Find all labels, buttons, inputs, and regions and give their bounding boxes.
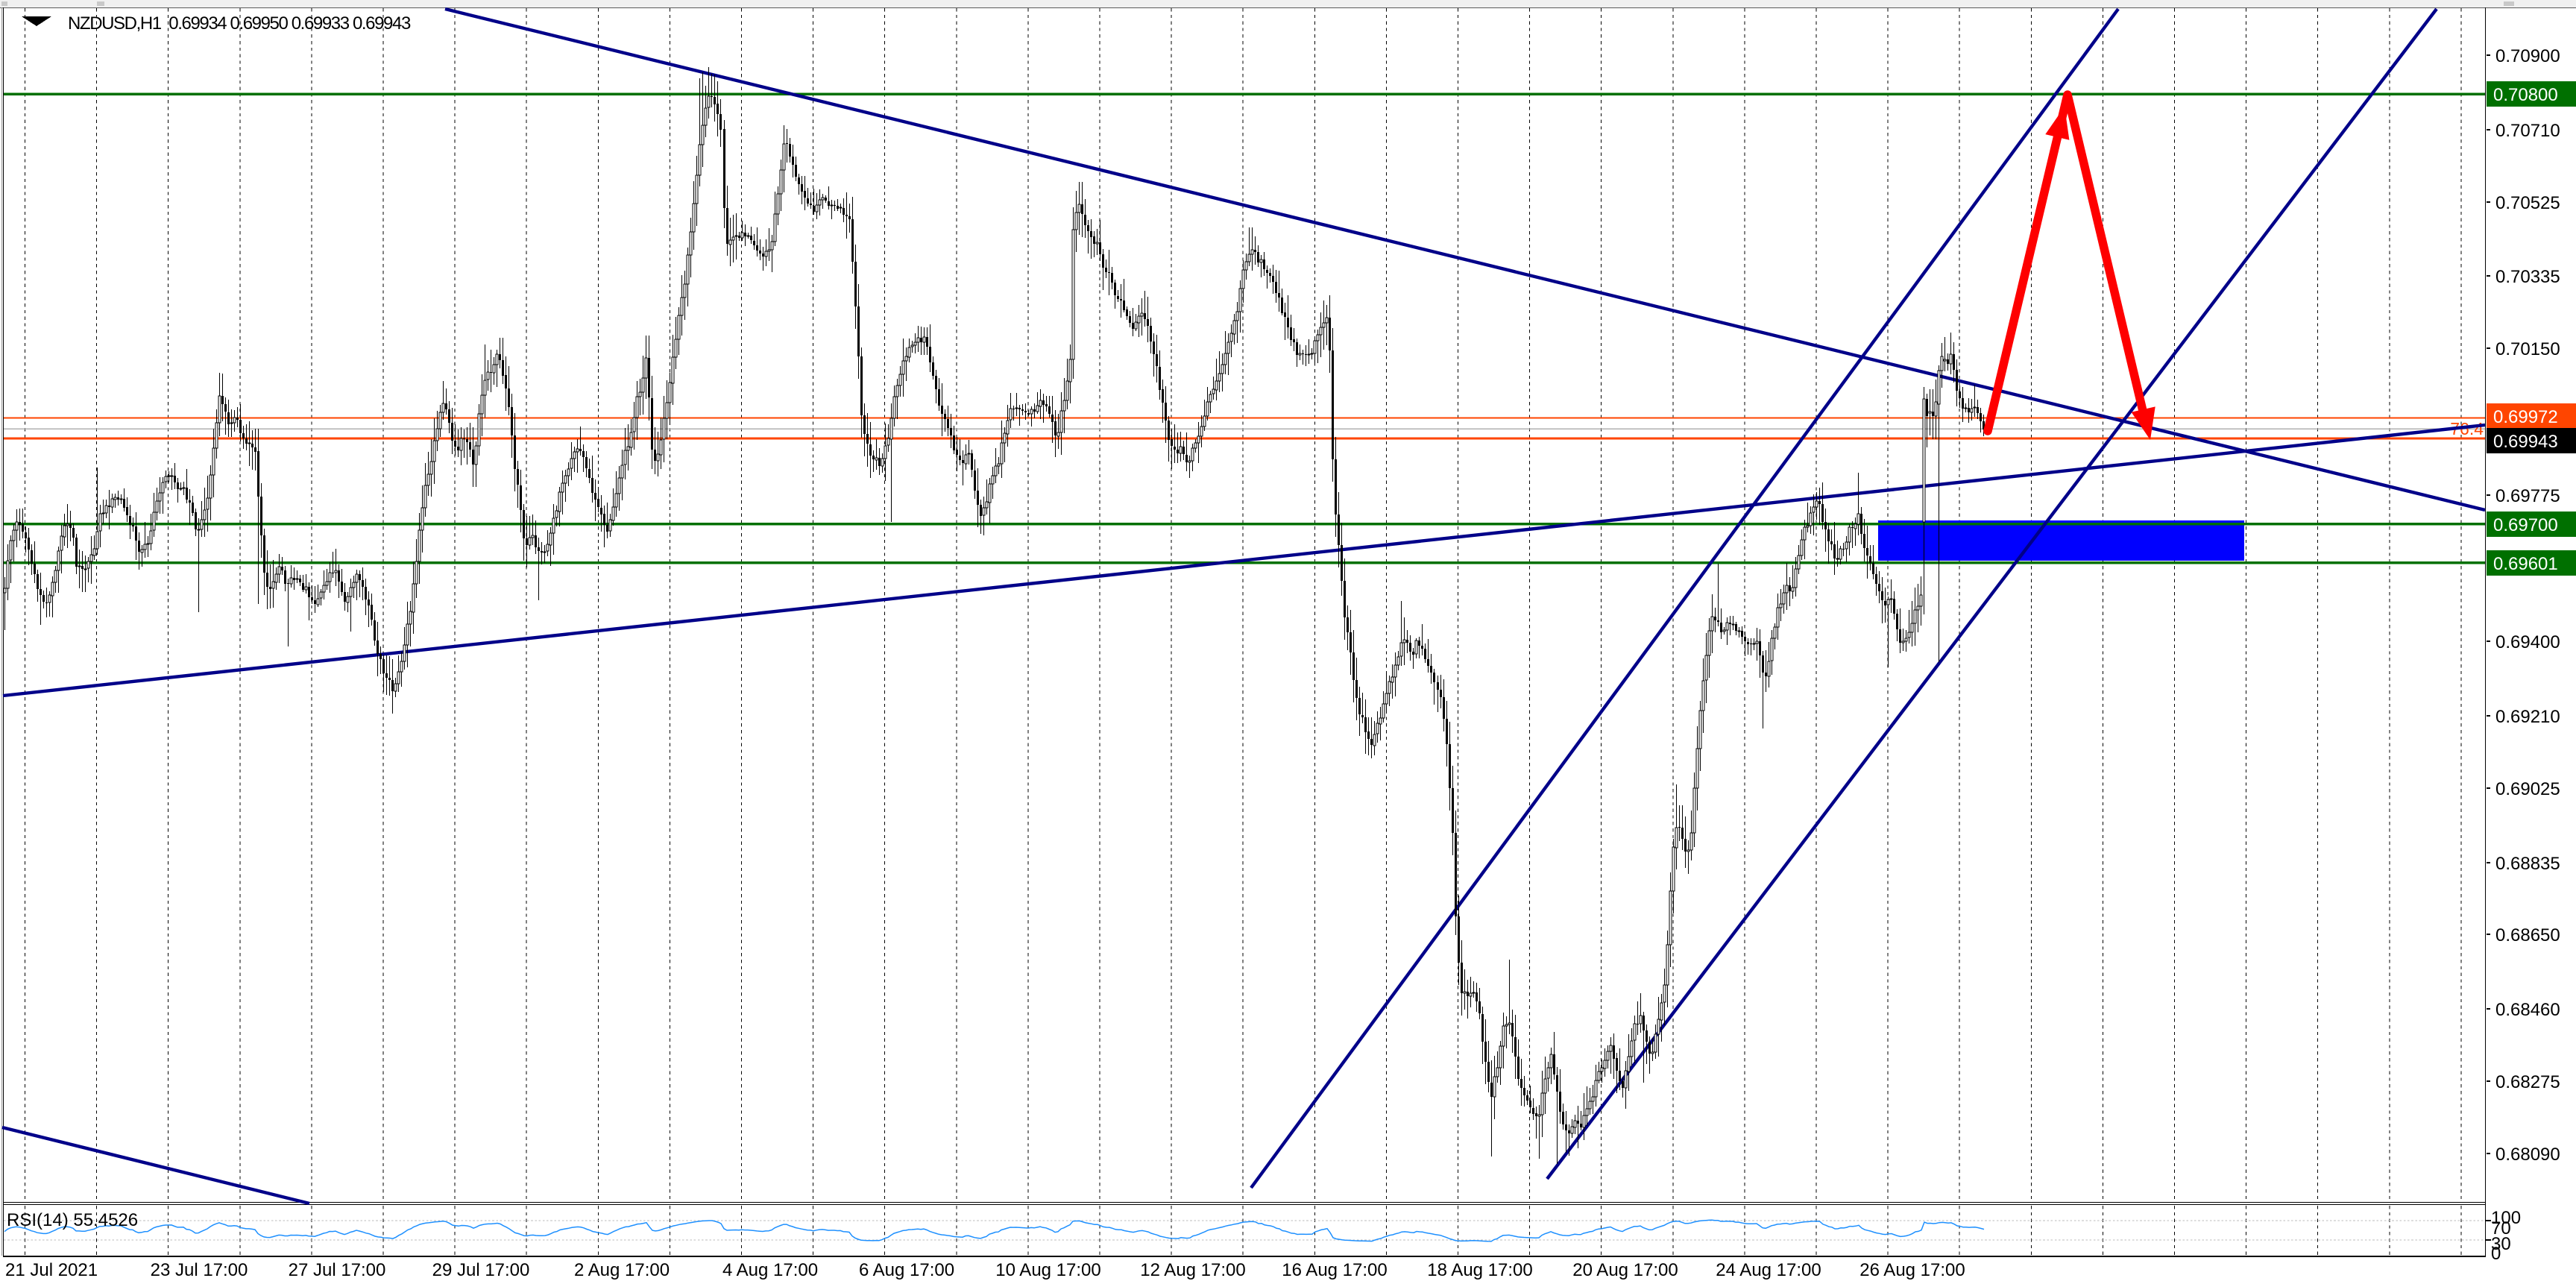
svg-text:0.70900: 0.70900 — [2495, 46, 2560, 66]
svg-text:23 Jul 17:00: 23 Jul 17:00 — [151, 1260, 248, 1280]
svg-text:18 Aug 17:00: 18 Aug 17:00 — [1427, 1260, 1532, 1280]
svg-text:29 Jul 17:00: 29 Jul 17:00 — [432, 1260, 530, 1280]
svg-text:0.69400: 0.69400 — [2495, 632, 2560, 652]
svg-text:100: 100 — [2491, 1208, 2521, 1228]
svg-text:0.69025: 0.69025 — [2495, 779, 2560, 799]
svg-text:21 Jul 2021: 21 Jul 2021 — [5, 1260, 98, 1280]
svg-text:0.69972: 0.69972 — [2493, 407, 2558, 427]
svg-text:24 Aug 17:00: 24 Aug 17:00 — [1716, 1260, 1821, 1280]
svg-text:0.69210: 0.69210 — [2495, 707, 2560, 727]
svg-text:2 Aug 17:00: 2 Aug 17:00 — [574, 1260, 670, 1280]
svg-text:0.70525: 0.70525 — [2495, 193, 2560, 213]
svg-text:RSI(14) 55.4526: RSI(14) 55.4526 — [7, 1210, 138, 1230]
svg-text:0.70800: 0.70800 — [2493, 85, 2558, 105]
svg-text:0.68650: 0.68650 — [2495, 925, 2560, 945]
svg-text:0.69775: 0.69775 — [2495, 486, 2560, 506]
svg-text:0: 0 — [2491, 1244, 2501, 1264]
svg-text:70: 70 — [2491, 1218, 2511, 1238]
svg-text:20 Aug 17:00: 20 Aug 17:00 — [1572, 1260, 1678, 1280]
svg-text:0.68090: 0.68090 — [2495, 1145, 2560, 1165]
svg-text:0.68460: 0.68460 — [2495, 1000, 2560, 1020]
svg-text:6 Aug 17:00: 6 Aug 17:00 — [859, 1260, 954, 1280]
svg-text:26 Aug 17:00: 26 Aug 17:00 — [1859, 1260, 1965, 1280]
svg-text:0.69943: 0.69943 — [2493, 432, 2558, 452]
svg-text:0.69700: 0.69700 — [2493, 515, 2558, 535]
svg-text:0.70710: 0.70710 — [2495, 121, 2560, 141]
svg-text:4 Aug 17:00: 4 Aug 17:00 — [722, 1260, 818, 1280]
svg-text:12 Aug 17:00: 12 Aug 17:00 — [1140, 1260, 1245, 1280]
svg-text:0.70150: 0.70150 — [2495, 339, 2560, 359]
svg-text:0.69601: 0.69601 — [2493, 554, 2558, 574]
svg-text:27 Jul 17:00: 27 Jul 17:00 — [289, 1260, 386, 1280]
svg-text:0.68835: 0.68835 — [2495, 854, 2560, 874]
svg-text:0.70335: 0.70335 — [2495, 267, 2560, 287]
svg-text:10 Aug 17:00: 10 Aug 17:00 — [995, 1260, 1100, 1280]
svg-text:30: 30 — [2491, 1234, 2511, 1254]
svg-text:0.68275: 0.68275 — [2495, 1072, 2560, 1092]
svg-text:NZDUSD,H1 0.69934 0.69950 0.6: NZDUSD,H1 0.69934 0.69950 0.69933 0.6994… — [68, 13, 411, 34]
svg-text:16 Aug 17:00: 16 Aug 17:00 — [1282, 1260, 1387, 1280]
